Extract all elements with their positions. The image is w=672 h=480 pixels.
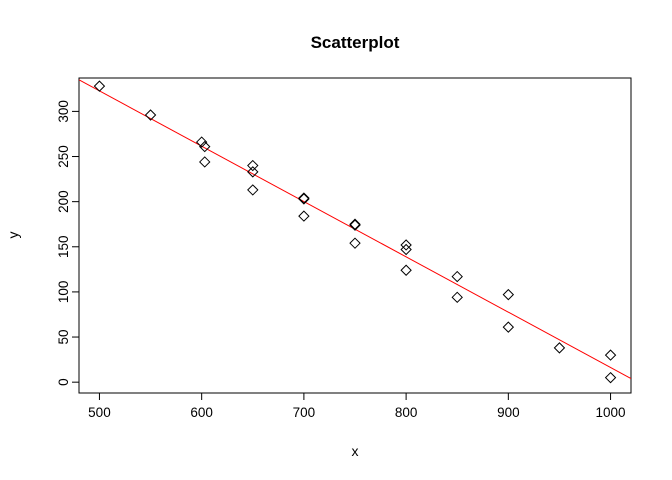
data-point-marker [451,291,463,304]
x-axis-label: x [352,443,359,459]
data-point-marker [349,237,361,249]
y-axis: 0 50 100 150 200 250 300 [56,100,80,386]
plot-frame [78,77,632,394]
y-tick-label: 0 [56,378,71,386]
x-tick-label: 1000 [596,405,626,420]
data-point-marker [93,80,106,92]
data-point-marker [400,264,412,276]
x-tick-label: 900 [497,405,520,420]
data-point-marker [604,349,617,361]
y-tick-label: 200 [56,190,71,213]
data-point-marker [247,159,259,172]
data-point-marker [553,342,566,354]
data-point-marker [247,184,259,196]
data-point-marker [247,166,259,178]
data-point-marker [199,156,211,168]
data-point-marker [400,239,412,251]
x-tick-label: 600 [190,405,213,420]
data-point-marker [400,243,412,256]
y-tick-label: 250 [56,145,71,168]
chart-title: Scatterplot [311,33,400,52]
data-point-marker [144,109,157,121]
x-axis: 500 600 700 800 900 1000 [88,392,626,420]
data-point-marker [451,270,463,283]
y-tick-label: 100 [56,281,71,304]
data-point-marker [298,192,310,204]
data-point-marker [502,288,515,301]
x-tick-label: 500 [88,405,111,420]
data-point-marker [298,193,310,205]
data-point-marker [349,218,361,230]
y-tick-label: 50 [56,330,71,345]
data-point-marker [195,136,208,148]
points-layer [93,80,617,384]
data-point-marker [502,321,515,333]
y-axis-label: y [5,232,21,239]
data-point-marker [349,219,361,231]
data-point-marker [604,371,617,384]
y-tick-label: 150 [56,236,71,259]
x-tick-label: 800 [395,405,418,420]
y-tick-label: 300 [56,100,71,123]
x-tick-label: 700 [293,405,316,420]
data-point-marker [199,140,211,153]
data-point-marker [298,210,310,222]
